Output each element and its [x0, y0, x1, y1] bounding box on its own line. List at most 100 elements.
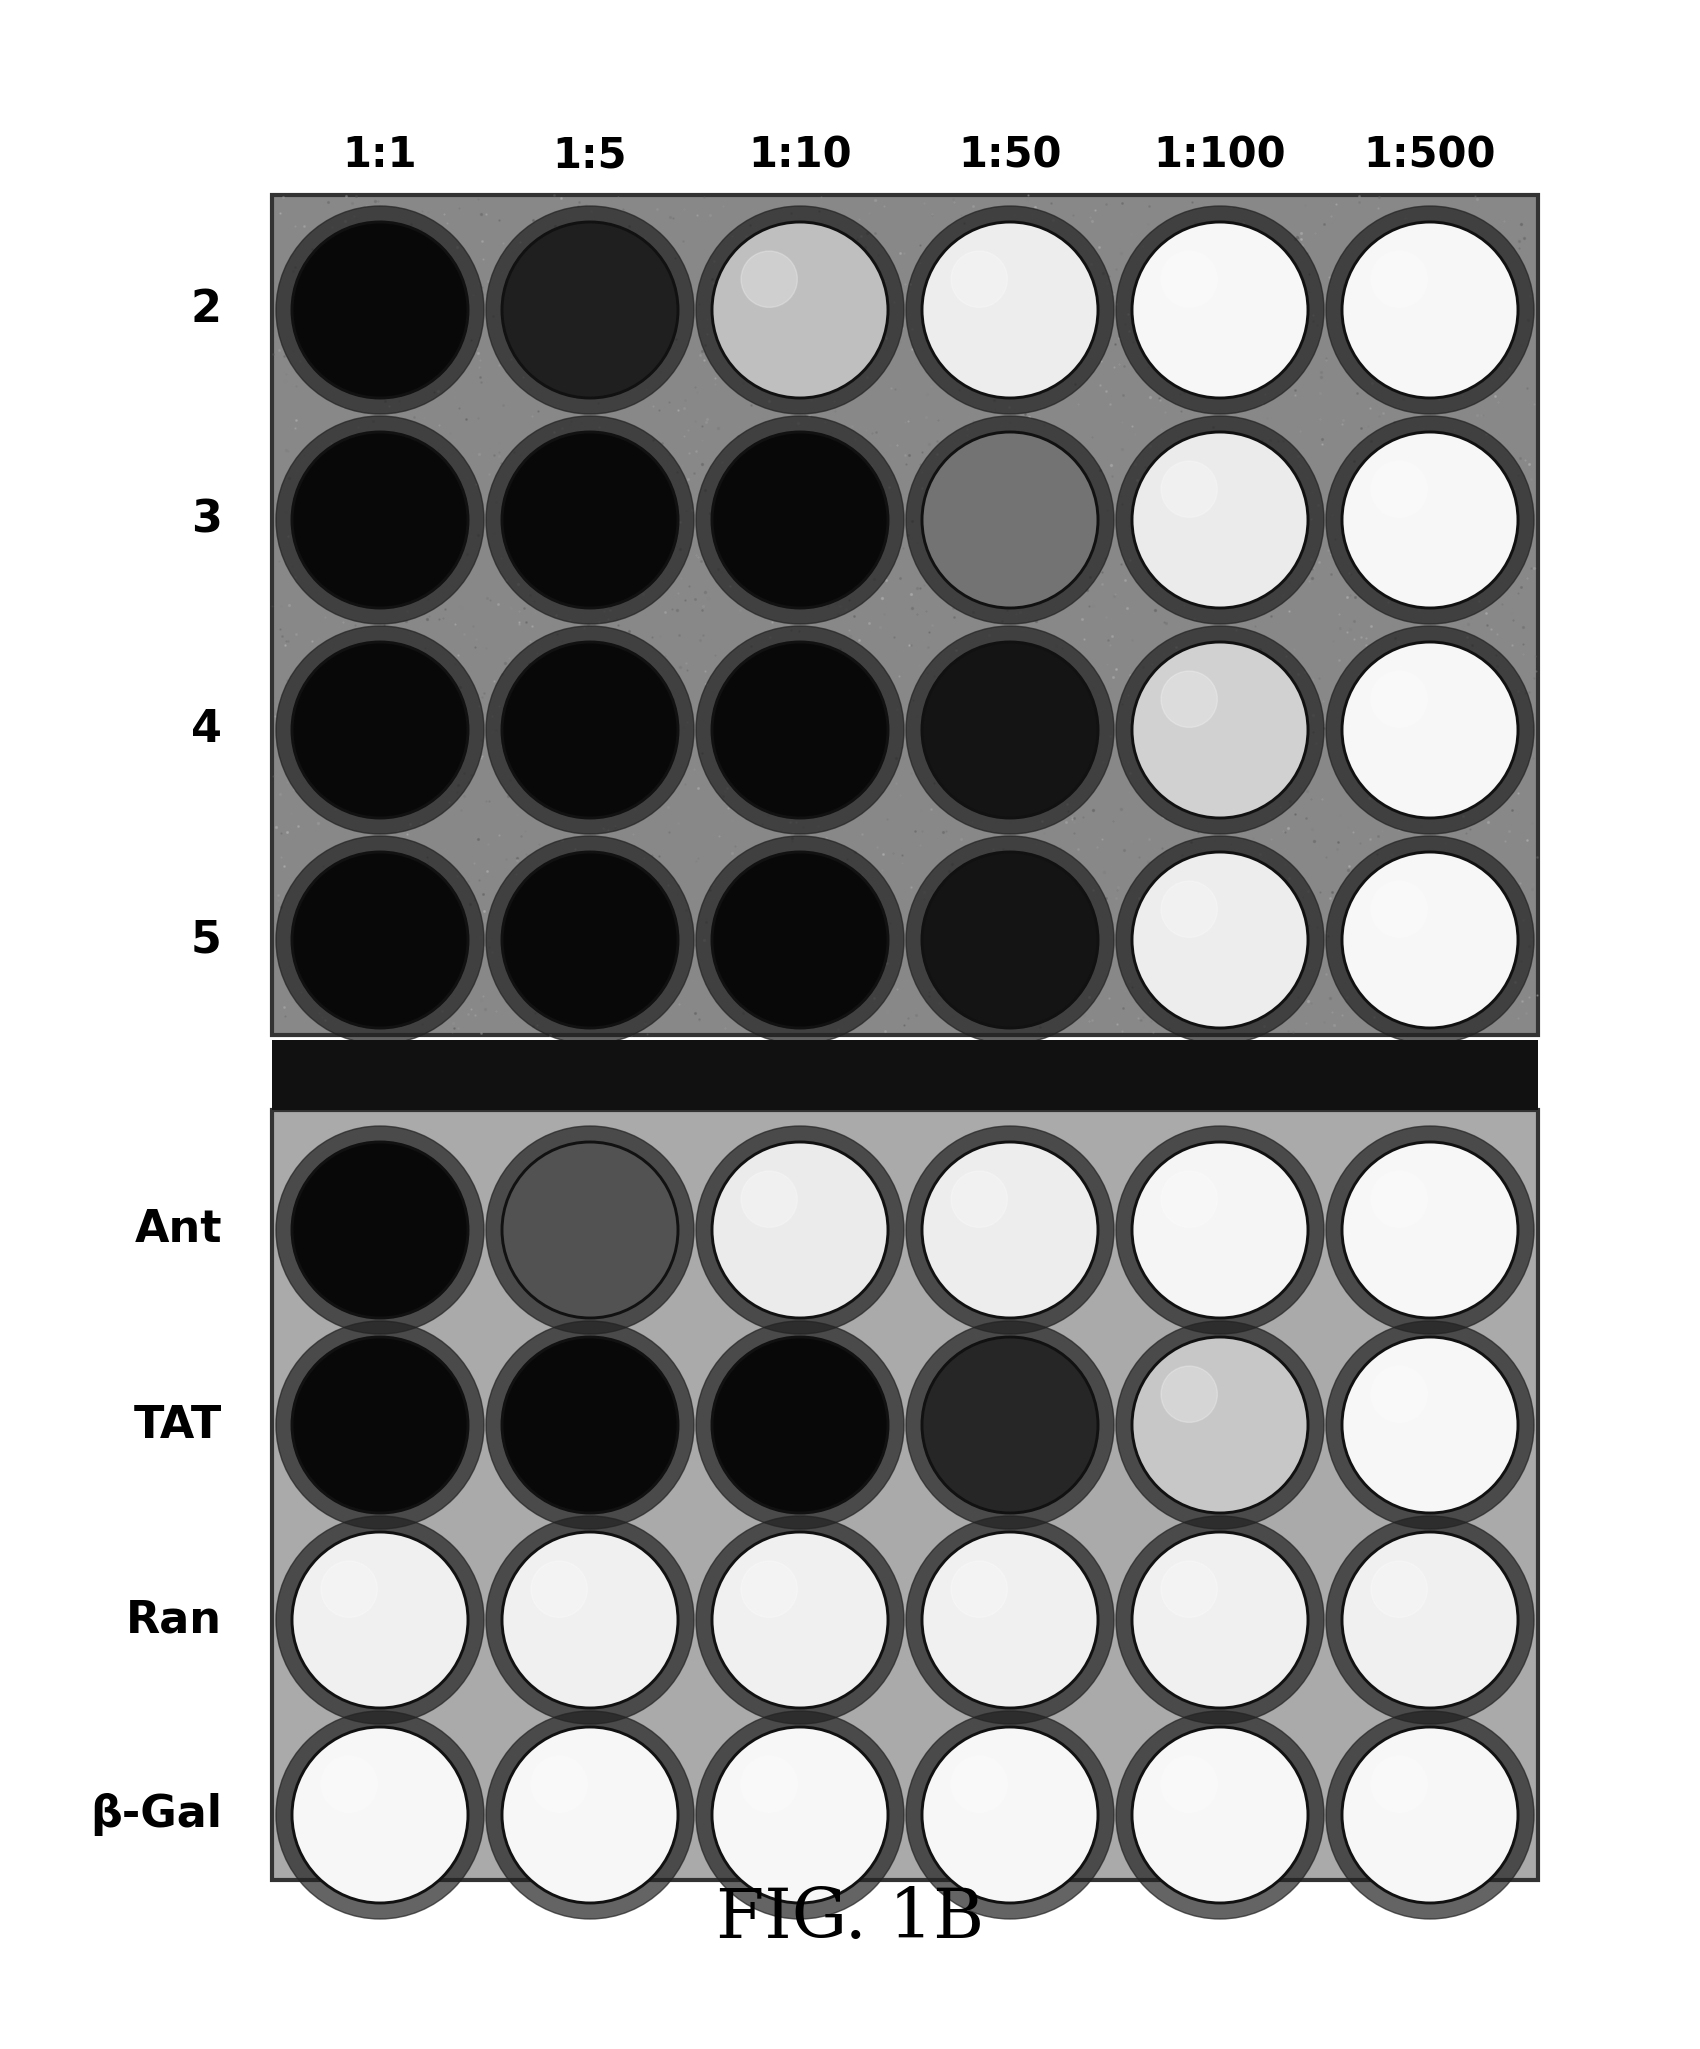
Text: Ant: Ant	[134, 1209, 223, 1252]
Circle shape	[1161, 252, 1217, 307]
Circle shape	[695, 1322, 904, 1529]
Circle shape	[321, 1561, 377, 1617]
Circle shape	[1326, 627, 1533, 834]
Circle shape	[950, 252, 1008, 307]
Circle shape	[921, 852, 1098, 1029]
Circle shape	[486, 836, 694, 1045]
Circle shape	[502, 221, 678, 398]
Text: 1:10: 1:10	[748, 133, 852, 176]
Circle shape	[1341, 221, 1518, 398]
Text: 3: 3	[190, 498, 223, 541]
Circle shape	[1370, 881, 1428, 936]
Text: 1:5: 1:5	[552, 133, 627, 176]
Text: 5: 5	[190, 918, 223, 961]
Circle shape	[695, 416, 904, 625]
Circle shape	[1370, 1756, 1428, 1813]
Circle shape	[1370, 1561, 1428, 1617]
Circle shape	[292, 641, 468, 818]
Circle shape	[1370, 1172, 1428, 1227]
Circle shape	[741, 1756, 797, 1813]
Circle shape	[486, 207, 694, 414]
Circle shape	[712, 1141, 887, 1318]
Text: 1:50: 1:50	[959, 133, 1062, 176]
Circle shape	[921, 1727, 1098, 1904]
Text: 1:1: 1:1	[343, 133, 416, 176]
Circle shape	[292, 1338, 468, 1512]
Circle shape	[906, 1516, 1114, 1723]
Circle shape	[950, 1172, 1008, 1227]
Circle shape	[1115, 1127, 1324, 1334]
Circle shape	[695, 627, 904, 834]
Circle shape	[275, 207, 484, 414]
Circle shape	[1161, 670, 1217, 727]
Circle shape	[1370, 461, 1428, 516]
Circle shape	[530, 1561, 588, 1617]
Text: 1:100: 1:100	[1154, 133, 1287, 176]
Circle shape	[1341, 852, 1518, 1029]
Circle shape	[712, 1338, 887, 1512]
Circle shape	[275, 1711, 484, 1920]
Circle shape	[1341, 1338, 1518, 1512]
Circle shape	[275, 1127, 484, 1334]
Circle shape	[712, 221, 887, 398]
Circle shape	[502, 1338, 678, 1512]
Circle shape	[695, 836, 904, 1045]
Circle shape	[1370, 670, 1428, 727]
Circle shape	[502, 432, 678, 609]
Circle shape	[1115, 207, 1324, 414]
Text: Ran: Ran	[126, 1598, 223, 1641]
Circle shape	[1341, 1533, 1518, 1709]
Circle shape	[292, 852, 468, 1029]
Circle shape	[530, 1756, 588, 1813]
Circle shape	[275, 1516, 484, 1723]
Circle shape	[921, 1141, 1098, 1318]
Circle shape	[1326, 1711, 1533, 1920]
Circle shape	[1115, 627, 1324, 834]
Circle shape	[502, 1727, 678, 1904]
Circle shape	[1115, 836, 1324, 1045]
Circle shape	[292, 432, 468, 609]
FancyBboxPatch shape	[272, 195, 1538, 1035]
Circle shape	[275, 627, 484, 834]
Text: TAT: TAT	[134, 1404, 223, 1447]
Circle shape	[292, 1727, 468, 1904]
Circle shape	[1132, 1338, 1307, 1512]
Circle shape	[1132, 641, 1307, 818]
Text: β-Gal: β-Gal	[90, 1793, 223, 1836]
Circle shape	[1370, 252, 1428, 307]
Circle shape	[1161, 881, 1217, 936]
Circle shape	[321, 1756, 377, 1813]
Circle shape	[1161, 1561, 1217, 1617]
Circle shape	[502, 1533, 678, 1709]
Circle shape	[1115, 1516, 1324, 1723]
Circle shape	[1115, 416, 1324, 625]
Circle shape	[741, 1172, 797, 1227]
Circle shape	[906, 1322, 1114, 1529]
Circle shape	[741, 252, 797, 307]
Circle shape	[1326, 836, 1533, 1045]
Circle shape	[1161, 1756, 1217, 1813]
Circle shape	[486, 1322, 694, 1529]
Circle shape	[906, 1711, 1114, 1920]
Circle shape	[950, 1756, 1008, 1813]
Circle shape	[1132, 1141, 1307, 1318]
Circle shape	[486, 1516, 694, 1723]
Circle shape	[1161, 1367, 1217, 1422]
Circle shape	[1326, 1516, 1533, 1723]
Circle shape	[695, 207, 904, 414]
Circle shape	[921, 641, 1098, 818]
Text: 1:500: 1:500	[1363, 133, 1496, 176]
Circle shape	[1132, 1533, 1307, 1709]
Circle shape	[275, 416, 484, 625]
Circle shape	[1326, 416, 1533, 625]
Circle shape	[1132, 852, 1307, 1029]
Circle shape	[921, 221, 1098, 398]
Circle shape	[502, 1141, 678, 1318]
Circle shape	[1326, 207, 1533, 414]
Circle shape	[486, 1127, 694, 1334]
Circle shape	[906, 416, 1114, 625]
Circle shape	[921, 1338, 1098, 1512]
Circle shape	[292, 1141, 468, 1318]
Circle shape	[1341, 432, 1518, 609]
Circle shape	[502, 641, 678, 818]
